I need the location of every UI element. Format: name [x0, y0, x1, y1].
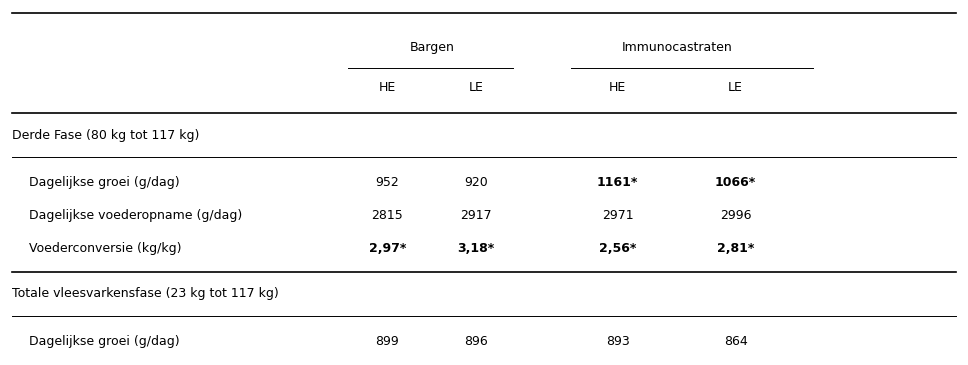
- Text: 899: 899: [376, 335, 399, 348]
- Text: Bargen: Bargen: [409, 41, 454, 54]
- Text: 3,18*: 3,18*: [458, 242, 495, 255]
- Text: 920: 920: [465, 176, 488, 189]
- Text: Dagelijkse groei (g/dag): Dagelijkse groei (g/dag): [29, 335, 180, 348]
- Text: 893: 893: [606, 335, 629, 348]
- Text: 1161*: 1161*: [597, 176, 638, 189]
- Text: 2917: 2917: [461, 209, 492, 222]
- Text: 896: 896: [465, 335, 488, 348]
- Text: 2,56*: 2,56*: [599, 242, 636, 255]
- Text: 952: 952: [376, 176, 399, 189]
- Text: 2,97*: 2,97*: [369, 242, 406, 255]
- Text: 2971: 2971: [602, 209, 633, 222]
- Text: HE: HE: [609, 81, 626, 94]
- Text: LE: LE: [728, 81, 743, 94]
- Text: LE: LE: [469, 81, 484, 94]
- Text: 1066*: 1066*: [715, 176, 756, 189]
- Text: 2996: 2996: [720, 209, 751, 222]
- Text: Voederconversie (kg/kg): Voederconversie (kg/kg): [29, 242, 182, 255]
- Text: 2,81*: 2,81*: [717, 242, 754, 255]
- Text: Dagelijkse voederopname (g/dag): Dagelijkse voederopname (g/dag): [29, 209, 242, 222]
- Text: Derde Fase (80 kg tot 117 kg): Derde Fase (80 kg tot 117 kg): [12, 128, 199, 142]
- Text: HE: HE: [378, 81, 396, 94]
- Text: Totale vleesvarkensfase (23 kg tot 117 kg): Totale vleesvarkensfase (23 kg tot 117 k…: [12, 287, 279, 300]
- Text: 864: 864: [724, 335, 747, 348]
- Text: Immunocastraten: Immunocastraten: [621, 41, 732, 54]
- Text: Dagelijkse groei (g/dag): Dagelijkse groei (g/dag): [29, 176, 180, 189]
- Text: 2815: 2815: [372, 209, 403, 222]
